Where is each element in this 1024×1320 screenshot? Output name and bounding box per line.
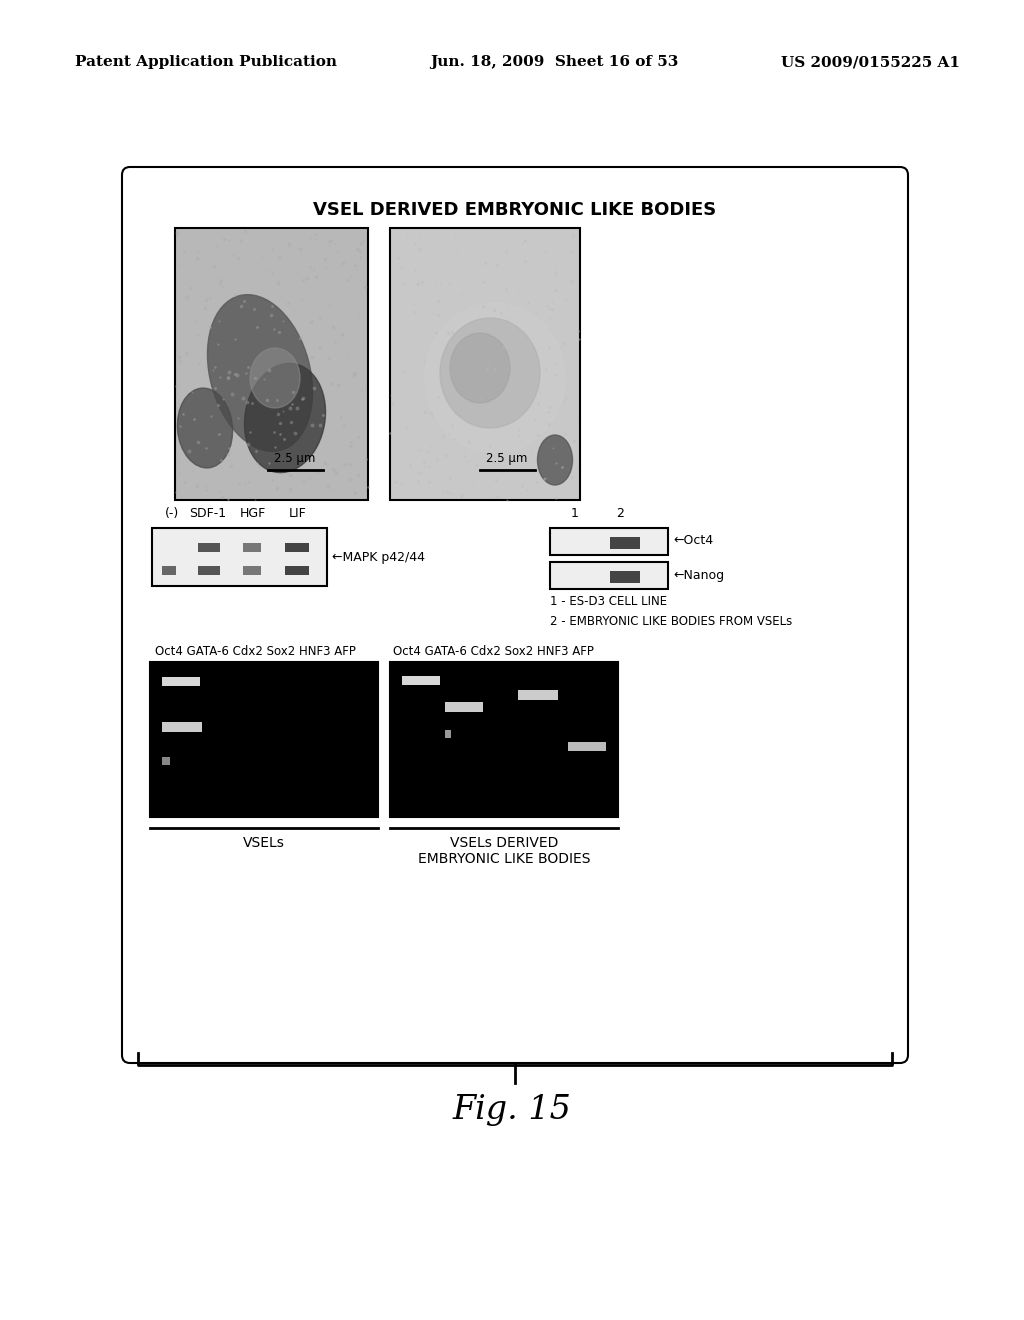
Ellipse shape bbox=[177, 388, 232, 467]
Bar bbox=[152, 528, 327, 586]
Text: Jun. 18, 2009  Sheet 16 of 53: Jun. 18, 2009 Sheet 16 of 53 bbox=[430, 55, 678, 69]
Bar bbox=[445, 730, 451, 738]
Text: Patent Application Publication: Patent Application Publication bbox=[75, 55, 337, 69]
Bar bbox=[162, 566, 176, 576]
Text: 2.5 μm: 2.5 μm bbox=[274, 451, 315, 465]
Bar bbox=[610, 572, 640, 583]
Bar bbox=[243, 543, 261, 552]
Bar bbox=[610, 537, 640, 549]
Text: HGF: HGF bbox=[240, 507, 266, 520]
Bar bbox=[550, 562, 668, 589]
Bar bbox=[390, 228, 580, 500]
Text: 2 - EMBRYONIC LIKE BODIES FROM VSELs: 2 - EMBRYONIC LIKE BODIES FROM VSELs bbox=[550, 615, 793, 628]
Bar bbox=[550, 528, 668, 554]
Bar bbox=[518, 690, 558, 700]
Text: 2.5 μm: 2.5 μm bbox=[486, 451, 527, 465]
Ellipse shape bbox=[450, 333, 510, 403]
Text: US 2009/0155225 A1: US 2009/0155225 A1 bbox=[781, 55, 961, 69]
Text: VSELs: VSELs bbox=[243, 836, 285, 850]
Text: Oct4 GATA-6 Cdx2 Sox2 HNF3 AFP: Oct4 GATA-6 Cdx2 Sox2 HNF3 AFP bbox=[393, 645, 594, 657]
Bar bbox=[198, 543, 220, 552]
Bar bbox=[390, 663, 618, 817]
Bar bbox=[243, 566, 261, 576]
Bar bbox=[402, 676, 440, 685]
Bar bbox=[162, 677, 200, 686]
Ellipse shape bbox=[245, 363, 326, 473]
Bar bbox=[285, 566, 309, 576]
Bar bbox=[198, 566, 220, 576]
Bar bbox=[285, 543, 309, 552]
Text: SDF-1: SDF-1 bbox=[189, 507, 226, 520]
Ellipse shape bbox=[538, 436, 572, 484]
Text: 2: 2 bbox=[616, 507, 624, 520]
Bar bbox=[445, 702, 483, 711]
Text: ←MAPK p42/44: ←MAPK p42/44 bbox=[332, 550, 425, 564]
Text: VSEL DERIVED EMBRYONIC LIKE BODIES: VSEL DERIVED EMBRYONIC LIKE BODIES bbox=[313, 201, 717, 219]
Ellipse shape bbox=[425, 304, 565, 453]
Bar bbox=[162, 756, 170, 766]
Bar bbox=[568, 742, 606, 751]
Text: Fig. 15: Fig. 15 bbox=[453, 1094, 571, 1126]
Ellipse shape bbox=[250, 348, 300, 408]
Text: 1: 1 bbox=[571, 507, 579, 520]
Bar bbox=[175, 228, 368, 500]
Text: (-): (-) bbox=[165, 507, 179, 520]
Text: LIF: LIF bbox=[289, 507, 307, 520]
Text: ←Oct4: ←Oct4 bbox=[673, 535, 713, 548]
Bar bbox=[162, 722, 202, 733]
Ellipse shape bbox=[208, 294, 312, 451]
Text: Oct4 GATA-6 Cdx2 Sox2 HNF3 AFP: Oct4 GATA-6 Cdx2 Sox2 HNF3 AFP bbox=[155, 645, 356, 657]
Text: 1 - ES-D3 CELL LINE: 1 - ES-D3 CELL LINE bbox=[550, 595, 667, 609]
Text: VSELs DERIVED
EMBRYONIC LIKE BODIES: VSELs DERIVED EMBRYONIC LIKE BODIES bbox=[418, 836, 590, 866]
FancyBboxPatch shape bbox=[122, 168, 908, 1063]
Text: ←Nanog: ←Nanog bbox=[673, 569, 724, 582]
Ellipse shape bbox=[440, 318, 540, 428]
Bar bbox=[150, 663, 378, 817]
